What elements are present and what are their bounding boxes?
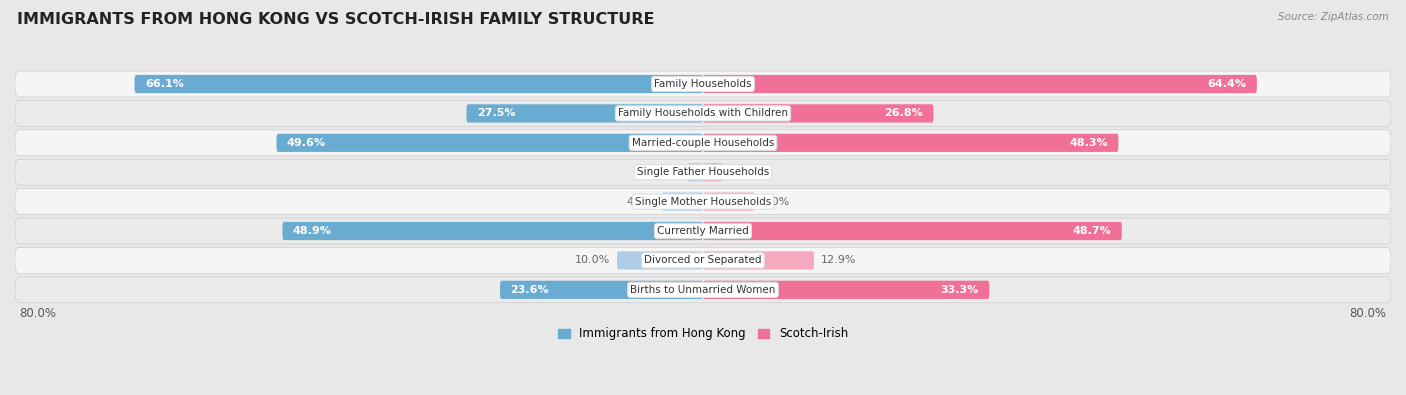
Text: 27.5%: 27.5% [477,108,516,118]
Text: 12.9%: 12.9% [821,256,856,265]
Text: 26.8%: 26.8% [884,108,924,118]
Text: IMMIGRANTS FROM HONG KONG VS SCOTCH-IRISH FAMILY STRUCTURE: IMMIGRANTS FROM HONG KONG VS SCOTCH-IRIS… [17,12,654,27]
Text: Married-couple Households: Married-couple Households [631,138,775,148]
Text: 10.0%: 10.0% [575,256,610,265]
FancyBboxPatch shape [277,134,703,152]
FancyBboxPatch shape [15,189,1391,214]
Text: 80.0%: 80.0% [1350,307,1386,320]
Text: Single Father Households: Single Father Households [637,167,769,177]
FancyBboxPatch shape [703,163,723,181]
FancyBboxPatch shape [703,281,990,299]
FancyBboxPatch shape [703,192,755,211]
Text: 4.8%: 4.8% [626,197,655,207]
Text: 48.9%: 48.9% [292,226,332,236]
FancyBboxPatch shape [703,104,934,122]
FancyBboxPatch shape [703,222,1122,240]
FancyBboxPatch shape [662,192,703,211]
FancyBboxPatch shape [15,277,1391,303]
FancyBboxPatch shape [15,71,1391,97]
Text: 64.4%: 64.4% [1208,79,1247,89]
Text: 48.3%: 48.3% [1070,138,1108,148]
FancyBboxPatch shape [703,75,1257,93]
Text: Births to Unmarried Women: Births to Unmarried Women [630,285,776,295]
Text: Source: ZipAtlas.com: Source: ZipAtlas.com [1278,12,1389,22]
Legend: Immigrants from Hong Kong, Scotch-Irish: Immigrants from Hong Kong, Scotch-Irish [553,322,853,345]
Text: 66.1%: 66.1% [145,79,184,89]
FancyBboxPatch shape [283,222,703,240]
FancyBboxPatch shape [617,251,703,269]
FancyBboxPatch shape [135,75,703,93]
FancyBboxPatch shape [15,130,1391,156]
Text: 1.8%: 1.8% [652,167,681,177]
Text: 49.6%: 49.6% [287,138,326,148]
Text: Single Mother Households: Single Mother Households [636,197,770,207]
Text: 6.0%: 6.0% [762,197,790,207]
Text: 2.3%: 2.3% [730,167,758,177]
Text: 48.7%: 48.7% [1073,226,1112,236]
FancyBboxPatch shape [15,248,1391,273]
FancyBboxPatch shape [15,100,1391,126]
FancyBboxPatch shape [688,163,703,181]
FancyBboxPatch shape [15,218,1391,244]
FancyBboxPatch shape [15,159,1391,185]
FancyBboxPatch shape [467,104,703,122]
Text: Divorced or Separated: Divorced or Separated [644,256,762,265]
FancyBboxPatch shape [703,251,814,269]
Text: 80.0%: 80.0% [20,307,56,320]
Text: 23.6%: 23.6% [510,285,548,295]
FancyBboxPatch shape [703,134,1118,152]
FancyBboxPatch shape [501,281,703,299]
Text: Family Households: Family Households [654,79,752,89]
Text: Family Households with Children: Family Households with Children [619,108,787,118]
Text: 33.3%: 33.3% [941,285,979,295]
Text: Currently Married: Currently Married [657,226,749,236]
